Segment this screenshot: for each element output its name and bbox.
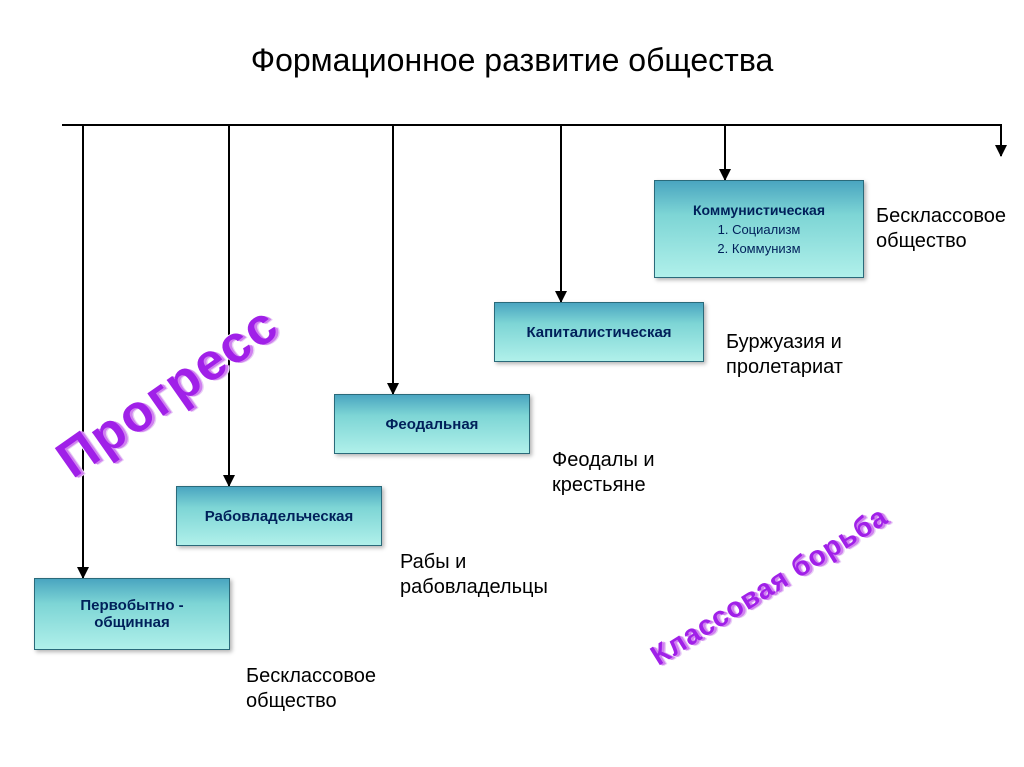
timeline-arrow-2	[392, 124, 394, 394]
stage-communist-subitem-0: 1. Социализм	[693, 222, 825, 237]
wordart-class-struggle: Классовая борьба	[645, 500, 893, 672]
slide-title: Формационное развитие общества	[0, 42, 1024, 79]
timeline-arrow-1	[228, 124, 230, 486]
timeline-axis	[62, 124, 1002, 126]
timeline-arrow-4	[724, 124, 726, 180]
timeline-arrow-3	[560, 124, 562, 302]
stage-communist-subitem-1: 2. Коммунизм	[693, 241, 825, 256]
stage-capitalist-annotation: Буржуазия и пролетариат	[726, 330, 886, 380]
stage-capitalist-box: Капиталистическая	[494, 302, 704, 362]
stage-slave-box: Рабовладельческая	[176, 486, 382, 546]
stage-primitive-box: Первобытно - общинная	[34, 578, 230, 650]
timeline-arrow-0	[82, 124, 84, 578]
stage-slave-annotation: Рабы и рабовладельцы	[400, 550, 560, 600]
stage-communist-label: Коммунистическая	[693, 202, 825, 218]
timeline-arrow-5	[1000, 124, 1002, 156]
stage-feudal-box: Феодальная	[334, 394, 530, 454]
stage-primitive-annotation: Бесклассовое общество	[246, 664, 406, 714]
stage-communist-box: Коммунистическая 1. Социализм 2. Коммунизм	[654, 180, 864, 278]
stage-communist-annotation: Бесклассовое общество	[876, 204, 1024, 254]
stage-feudal-annotation: Феодалы и крестьяне	[552, 448, 712, 498]
